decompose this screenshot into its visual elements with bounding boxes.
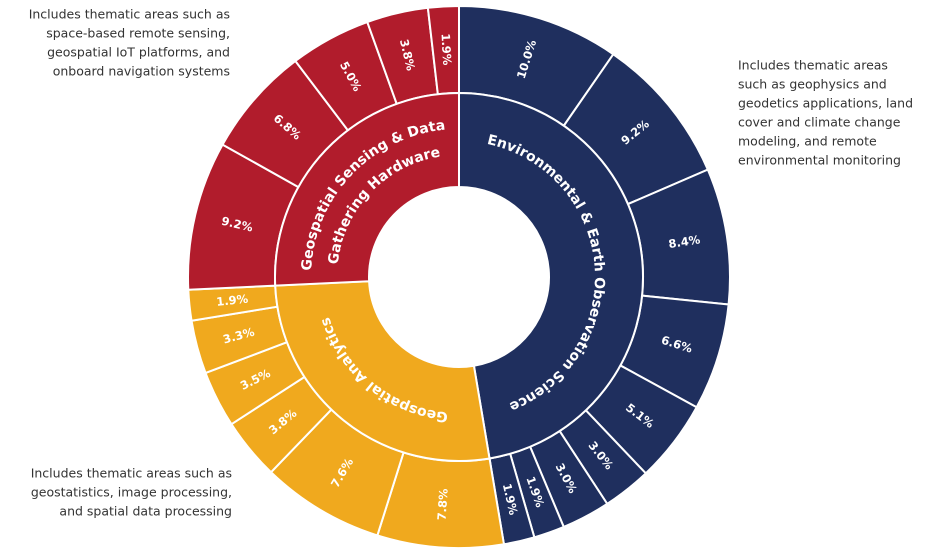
annotation-line: modeling, and remote (738, 134, 877, 149)
annotation-line: space-based remote sensing, (46, 26, 230, 41)
segment-label: 1.9% (216, 292, 250, 309)
annotation-line: geodetics applications, land (738, 96, 913, 111)
annotation-line: Includes thematic areas such as (29, 7, 230, 22)
annotation-line: and spatial data processing (59, 504, 232, 519)
annotation-line: onboard navigation systems (53, 64, 230, 79)
segment-label: 8.4% (667, 232, 701, 251)
annotation-line: cover and climate change (738, 115, 901, 130)
annotation-line: geospatial IoT platforms, and (47, 45, 230, 60)
inner-segment (274, 91, 460, 287)
annotation-line: geostatistics, image processing, (31, 485, 232, 500)
inner-segment (458, 91, 644, 460)
inner-segment (274, 280, 491, 462)
annotation-line: Includes thematic areas (738, 58, 888, 73)
annotation-line: such as geophysics and (738, 77, 887, 92)
segment-label: 7.8% (435, 488, 451, 521)
annotation-line: Includes thematic areas such as (31, 466, 232, 481)
annotation-line: environmental monitoring (738, 153, 901, 168)
segment-label: 1.9% (438, 33, 454, 66)
